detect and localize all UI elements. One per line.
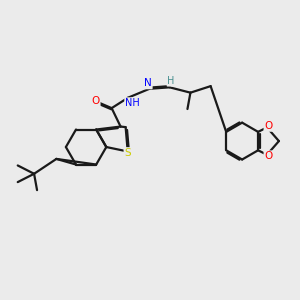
Text: N: N (144, 79, 152, 88)
Text: O: O (264, 151, 273, 161)
Text: NH: NH (125, 98, 140, 108)
Text: S: S (124, 148, 131, 158)
Text: H: H (167, 76, 175, 86)
Text: O: O (92, 96, 100, 106)
Text: O: O (264, 121, 273, 131)
